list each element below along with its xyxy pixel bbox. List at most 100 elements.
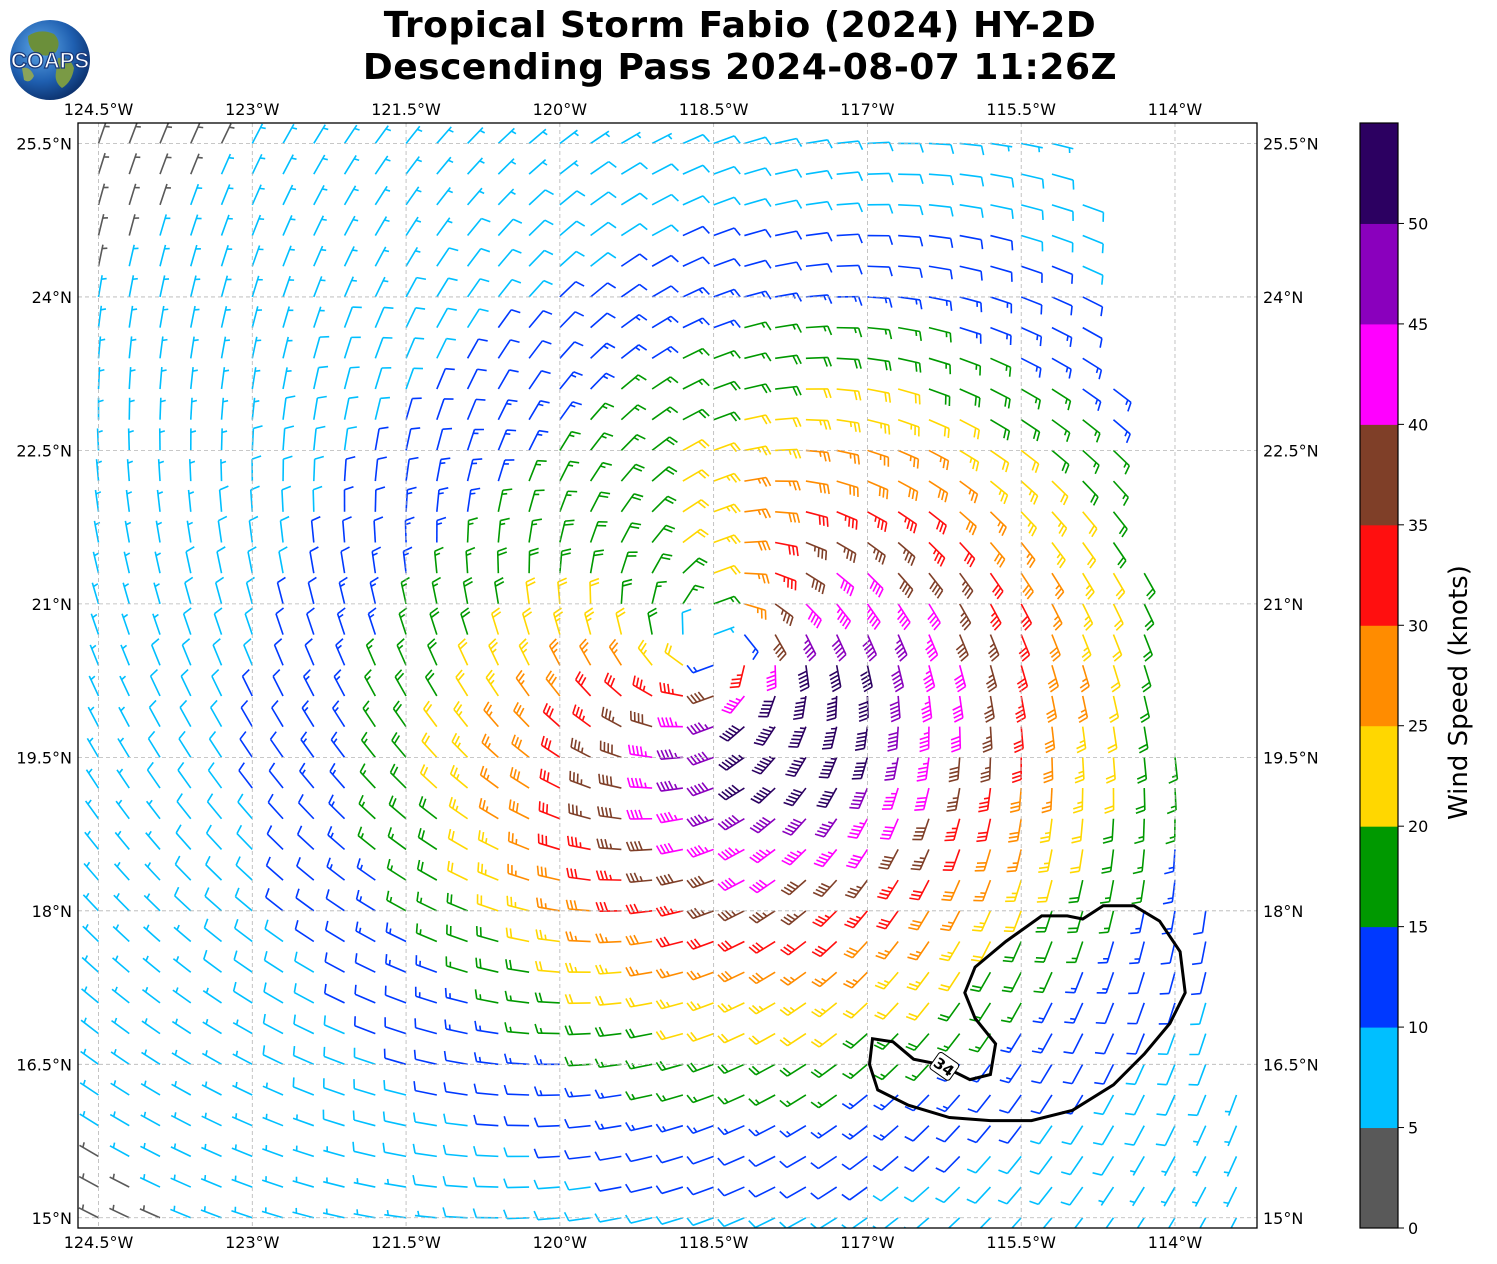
wind-barb [563,1211,591,1222]
wind-barb [748,1002,776,1015]
wind-barb [340,546,350,574]
wind-barb [1063,1033,1084,1055]
wind-barb [1094,1063,1115,1085]
wind-barb [686,1186,714,1196]
wind-barb [1136,1217,1145,1228]
wind-barb [505,959,530,974]
wind-barb [82,892,100,912]
wind-barb [78,1204,99,1219]
wind-barb [903,1217,930,1228]
wind-barb [1074,757,1085,784]
wind-barb [1051,326,1073,348]
wind-barb [989,572,1004,600]
wind-barb [1141,665,1152,693]
wind-barb [1006,849,1022,873]
wind-barb [664,642,684,666]
wind-barb [1097,941,1115,964]
wind-barb [928,511,947,535]
wind-barb [111,986,130,1004]
wind-barb [970,971,992,993]
wind-barb [651,406,679,421]
wind-barb [82,923,100,943]
wind-barb [86,737,100,758]
wind-barb [261,1207,284,1219]
wind-barb [481,733,499,758]
wind-barb [990,388,1011,409]
wind-barb [651,345,679,360]
wind-barb [374,366,392,390]
wind-barb [293,983,315,1004]
wind-barb [146,761,161,789]
wind-barb [232,981,253,1004]
wind-barb [1051,542,1066,569]
wind-barb [867,265,893,277]
wind-barb [1136,757,1148,784]
wind-barb [140,1080,161,1096]
wind-barb [829,665,842,693]
wind-barb [599,740,622,759]
wind-barb [497,278,522,298]
wind-barb [841,1125,868,1140]
wind-barb [234,887,253,912]
wind-barb [112,955,130,973]
wind-barb [1082,449,1100,475]
wind-barb [620,374,647,390]
wind-barb [874,1002,899,1020]
wind-barb [324,920,345,943]
wind-barb [590,312,616,329]
wind-barb [898,326,923,341]
wind-barb [387,827,407,851]
wind-barb [332,700,346,728]
wind-barb [928,418,950,439]
wind-barb [140,1142,161,1158]
wind-barb [813,848,838,868]
wind-barb [773,634,787,662]
wind-barb [182,607,192,635]
wind-barb [220,275,232,298]
wind-barb [584,607,595,635]
wind-barb [109,1173,130,1188]
wind-barb [306,607,315,635]
wind-barb [188,459,196,482]
wind-barb [867,449,890,467]
wind-barb [766,665,777,692]
wind-barb [171,1080,192,1096]
wind-barb [686,1217,714,1227]
wind-barb [204,887,223,912]
wind-barb [1131,880,1146,905]
wind-barb [155,520,163,543]
wind-barb [421,732,438,758]
wind-barb [417,827,438,851]
wind-barb [220,428,228,451]
wind-barb [503,1084,530,1096]
wind-barb [534,960,560,974]
wind-barb [1107,726,1118,754]
wind-barb [1127,1002,1145,1025]
wind-barb [264,888,284,912]
wind-barb [682,528,709,544]
wind-barb [590,252,617,267]
wind-barb [686,938,714,950]
wind-barb [503,1053,530,1066]
wind-barb [212,638,223,666]
wind-barb [295,888,315,912]
wind-barb [548,638,561,666]
wind-barb [686,844,714,858]
wind-barb [1065,971,1084,994]
wind-barb [655,811,684,824]
wind-barb [353,1047,376,1066]
wind-barb [143,893,161,912]
wind-barb [805,480,830,495]
wind-barb [1191,972,1207,996]
wind-barb [620,551,638,574]
wind-barb [1020,449,1040,474]
wind-barb [749,848,776,864]
wind-barb [625,934,653,946]
wind-barb [955,634,969,662]
wind-barb [998,1155,1022,1175]
wind-barb [928,480,949,503]
wind-barb [805,418,832,430]
colorbar-tick-label: 35 [1408,516,1428,535]
wind-barb [329,762,346,789]
wind-barb [268,762,284,789]
